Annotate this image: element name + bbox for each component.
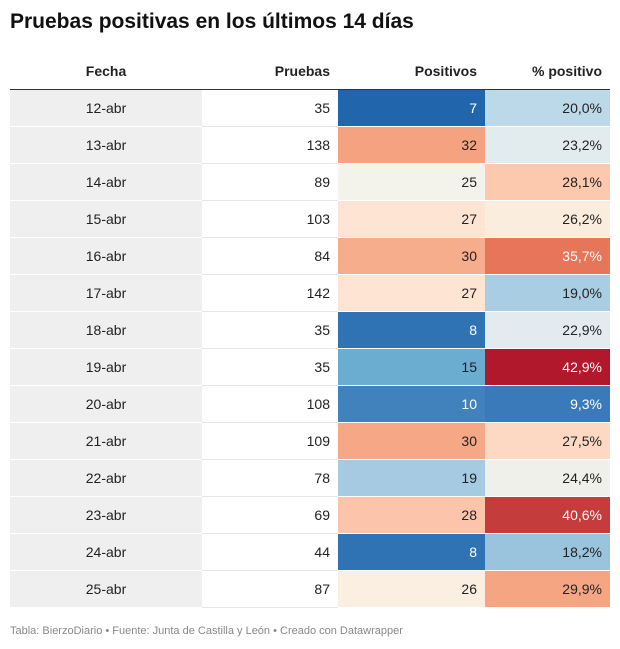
- cell-fecha: 19-abr: [10, 348, 202, 386]
- data-table: Fecha Pruebas Positivos % positivo 12-ab…: [10, 54, 610, 608]
- cell-positivos: 30: [338, 422, 485, 460]
- cell-pct-positivo: 23,2%: [485, 126, 610, 164]
- cell-fecha: 17-abr: [10, 274, 202, 312]
- cell-pruebas: 108: [202, 385, 338, 423]
- cell-pruebas: 109: [202, 422, 338, 460]
- cell-positivos: 7: [338, 89, 485, 127]
- cell-pruebas: 84: [202, 237, 338, 275]
- cell-pct-positivo: 40,6%: [485, 496, 610, 534]
- column-header-fecha[interactable]: Fecha: [10, 54, 202, 90]
- column-header-pruebas[interactable]: Pruebas: [202, 54, 338, 90]
- cell-pruebas: 87: [202, 570, 338, 608]
- cell-fecha: 25-abr: [10, 570, 202, 608]
- cell-pct-positivo: 20,0%: [485, 89, 610, 127]
- table-row: 18-abr 35 8 22,9%: [10, 311, 610, 349]
- cell-positivos: 32: [338, 126, 485, 164]
- cell-pct-positivo: 9,3%: [485, 385, 610, 423]
- cell-pct-positivo: 42,9%: [485, 348, 610, 386]
- cell-pruebas: 89: [202, 163, 338, 201]
- cell-pct-positivo: 35,7%: [485, 237, 610, 275]
- cell-pct-positivo: 19,0%: [485, 274, 610, 312]
- cell-fecha: 14-abr: [10, 163, 202, 201]
- chart-title: Pruebas positivas en los últimos 14 días: [10, 10, 414, 33]
- cell-pct-positivo: 29,9%: [485, 570, 610, 608]
- cell-fecha: 15-abr: [10, 200, 202, 238]
- cell-fecha: 18-abr: [10, 311, 202, 349]
- column-header-pct-positivo[interactable]: % positivo: [485, 54, 610, 90]
- table-row: 25-abr 87 26 29,9%: [10, 570, 610, 608]
- cell-positivos: 19: [338, 459, 485, 497]
- table-row: 12-abr 35 7 20,0%: [10, 89, 610, 127]
- cell-pruebas: 103: [202, 200, 338, 238]
- footer-credits: Tabla: BierzoDiario • Fuente: Junta de C…: [10, 625, 403, 637]
- cell-positivos: 25: [338, 163, 485, 201]
- cell-fecha: 13-abr: [10, 126, 202, 164]
- cell-positivos: 28: [338, 496, 485, 534]
- cell-positivos: 8: [338, 533, 485, 571]
- cell-fecha: 20-abr: [10, 385, 202, 423]
- cell-pct-positivo: 26,2%: [485, 200, 610, 238]
- cell-positivos: 26: [338, 570, 485, 608]
- table-row: 16-abr 84 30 35,7%: [10, 237, 610, 275]
- cell-positivos: 30: [338, 237, 485, 275]
- cell-fecha: 12-abr: [10, 89, 202, 127]
- cell-pruebas: 78: [202, 459, 338, 497]
- cell-positivos: 27: [338, 200, 485, 238]
- table-row: 23-abr 69 28 40,6%: [10, 496, 610, 534]
- cell-pruebas: 44: [202, 533, 338, 571]
- table-row: 15-abr 103 27 26,2%: [10, 200, 610, 238]
- cell-pruebas: 35: [202, 348, 338, 386]
- cell-positivos: 15: [338, 348, 485, 386]
- cell-pruebas: 142: [202, 274, 338, 312]
- table-row: 19-abr 35 15 42,9%: [10, 348, 610, 386]
- cell-pruebas: 35: [202, 311, 338, 349]
- cell-pct-positivo: 28,1%: [485, 163, 610, 201]
- cell-pct-positivo: 22,9%: [485, 311, 610, 349]
- cell-fecha: 22-abr: [10, 459, 202, 497]
- cell-positivos: 10: [338, 385, 485, 423]
- cell-pruebas: 138: [202, 126, 338, 164]
- table-row: 21-abr 109 30 27,5%: [10, 422, 610, 460]
- cell-fecha: 21-abr: [10, 422, 202, 460]
- header-row: Fecha Pruebas Positivos % positivo: [10, 54, 610, 90]
- cell-pct-positivo: 24,4%: [485, 459, 610, 497]
- cell-fecha: 24-abr: [10, 533, 202, 571]
- table-row: 17-abr 142 27 19,0%: [10, 274, 610, 312]
- cell-pruebas: 69: [202, 496, 338, 534]
- cell-pct-positivo: 27,5%: [485, 422, 610, 460]
- table-body: 12-abr 35 7 20,0% 13-abr 138 32 23,2% 14-abr 89 25…: [10, 89, 610, 608]
- table-row: 14-abr 89 25 28,1%: [10, 163, 610, 201]
- cell-fecha: 23-abr: [10, 496, 202, 534]
- cell-fecha: 16-abr: [10, 237, 202, 275]
- column-header-positivos[interactable]: Positivos: [338, 54, 485, 90]
- table-row: 22-abr 78 19 24,4%: [10, 459, 610, 497]
- table-row: 24-abr 44 8 18,2%: [10, 533, 610, 571]
- cell-positivos: 8: [338, 311, 485, 349]
- cell-pruebas: 35: [202, 89, 338, 127]
- cell-positivos: 27: [338, 274, 485, 312]
- cell-pct-positivo: 18,2%: [485, 533, 610, 571]
- table-row: 13-abr 138 32 23,2%: [10, 126, 610, 164]
- table-row: 20-abr 108 10 9,3%: [10, 385, 610, 423]
